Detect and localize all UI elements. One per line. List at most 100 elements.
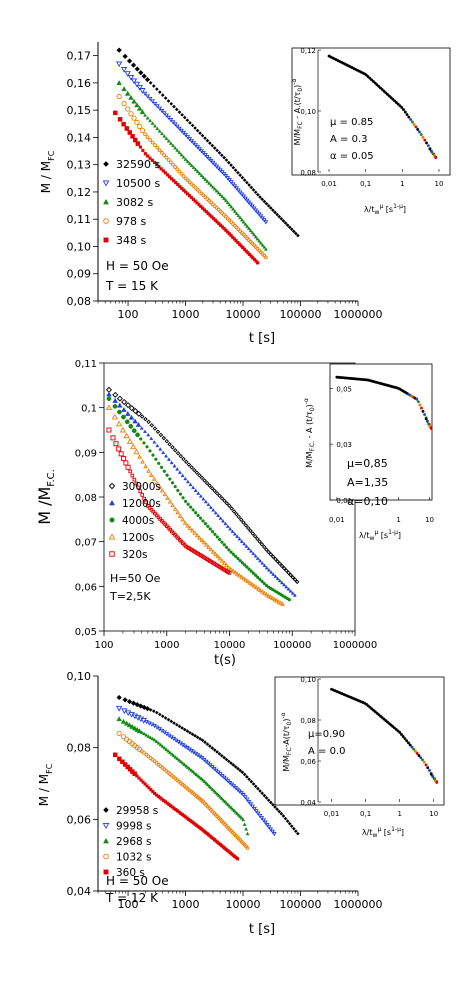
series-29958s — [116, 694, 300, 836]
data-point — [247, 252, 252, 257]
data-point — [181, 155, 186, 159]
data-point — [154, 739, 159, 743]
inset-data-point — [405, 113, 409, 116]
data-point — [148, 708, 153, 712]
data-point — [150, 140, 155, 145]
data-point — [155, 145, 160, 150]
data-point — [249, 549, 253, 553]
data-point — [152, 737, 157, 742]
data-point — [242, 772, 247, 777]
data-point — [212, 162, 218, 168]
data-point — [128, 94, 134, 100]
data-point — [140, 493, 145, 497]
data-point — [194, 772, 199, 776]
inset-data-point — [400, 105, 404, 109]
legend: 32590 s 10500 s 3082 s 978 s 348 s — [102, 158, 160, 247]
y-tick-label: 0,09 — [75, 448, 97, 459]
inset-y-tick-label: 0,04 — [300, 799, 316, 807]
inset-data-point — [418, 403, 422, 407]
data-point — [136, 728, 143, 734]
data-point — [148, 156, 152, 160]
data-point — [138, 70, 144, 76]
data-point — [204, 781, 209, 785]
data-point — [175, 450, 181, 456]
data-point — [161, 435, 167, 441]
data-point — [245, 578, 251, 584]
data-point — [157, 106, 163, 111]
data-point — [154, 480, 160, 485]
inset-data-point — [431, 152, 435, 156]
inset-data-point — [368, 76, 372, 80]
data-point — [236, 213, 241, 218]
data-point — [250, 804, 255, 809]
data-point — [166, 158, 171, 162]
data-series-group — [105, 386, 300, 606]
data-point — [239, 192, 245, 197]
data-point — [158, 447, 163, 451]
inset-data-point — [408, 743, 412, 747]
data-point — [296, 831, 300, 836]
y-tick-label: 0,10 — [67, 240, 92, 253]
data-point — [120, 734, 127, 740]
data-point — [137, 454, 142, 459]
inset-x-axis-title: λ/twμ [s1-μ] — [362, 826, 404, 839]
data-point — [146, 432, 151, 437]
data-point — [197, 775, 202, 779]
data-point — [242, 563, 247, 567]
data-point — [256, 261, 260, 265]
x-tick-label: 100000 — [273, 640, 311, 651]
data-point — [244, 797, 250, 802]
data-point — [270, 595, 275, 601]
data-point — [219, 496, 225, 501]
data-point — [106, 396, 112, 402]
inset: 0,01 0,1 1 10 0,04 0,06 0,08 0,10 μ=0.90 A = 0.0 M… — [274, 676, 445, 839]
data-point — [230, 182, 236, 187]
legend-marker — [109, 517, 115, 523]
data-point — [227, 232, 231, 236]
data-point — [251, 551, 256, 556]
data-point — [139, 414, 145, 419]
data-point — [260, 579, 264, 584]
inset-data-point — [407, 115, 411, 119]
data-point — [229, 163, 233, 168]
data-point — [201, 175, 206, 179]
data-point — [151, 84, 156, 88]
data-point — [210, 143, 215, 148]
data-point — [138, 145, 142, 149]
inset-data-point — [412, 747, 416, 751]
data-point — [124, 71, 131, 77]
data-point — [275, 212, 280, 217]
data-point — [189, 768, 194, 772]
data-point — [117, 402, 123, 408]
data-point — [258, 789, 262, 793]
inset-data-point — [417, 754, 421, 757]
data-point — [206, 502, 211, 507]
data-point — [227, 804, 232, 808]
data-point — [116, 730, 122, 736]
data-point — [189, 163, 194, 167]
data-point — [218, 795, 223, 799]
data-point — [205, 782, 210, 787]
data-point — [268, 552, 274, 557]
data-point — [173, 485, 177, 489]
inset-data-point — [434, 156, 438, 160]
data-point — [218, 192, 223, 197]
data-point — [232, 569, 238, 575]
data-point — [223, 174, 229, 179]
data-point — [190, 732, 195, 737]
data-point — [193, 186, 198, 190]
data-point — [160, 714, 165, 719]
y-tick-label: 0,08 — [67, 742, 92, 755]
data-point — [144, 76, 151, 83]
data-point — [143, 152, 147, 156]
data-point — [277, 214, 282, 219]
data-point — [229, 506, 234, 511]
data-point — [182, 520, 188, 525]
legend-label: 30000s — [122, 481, 161, 493]
data-point — [195, 201, 199, 205]
data-point — [122, 697, 128, 703]
data-series-group — [113, 694, 300, 861]
data-point — [116, 47, 122, 53]
legend-marker — [103, 853, 109, 860]
data-point — [251, 187, 256, 192]
